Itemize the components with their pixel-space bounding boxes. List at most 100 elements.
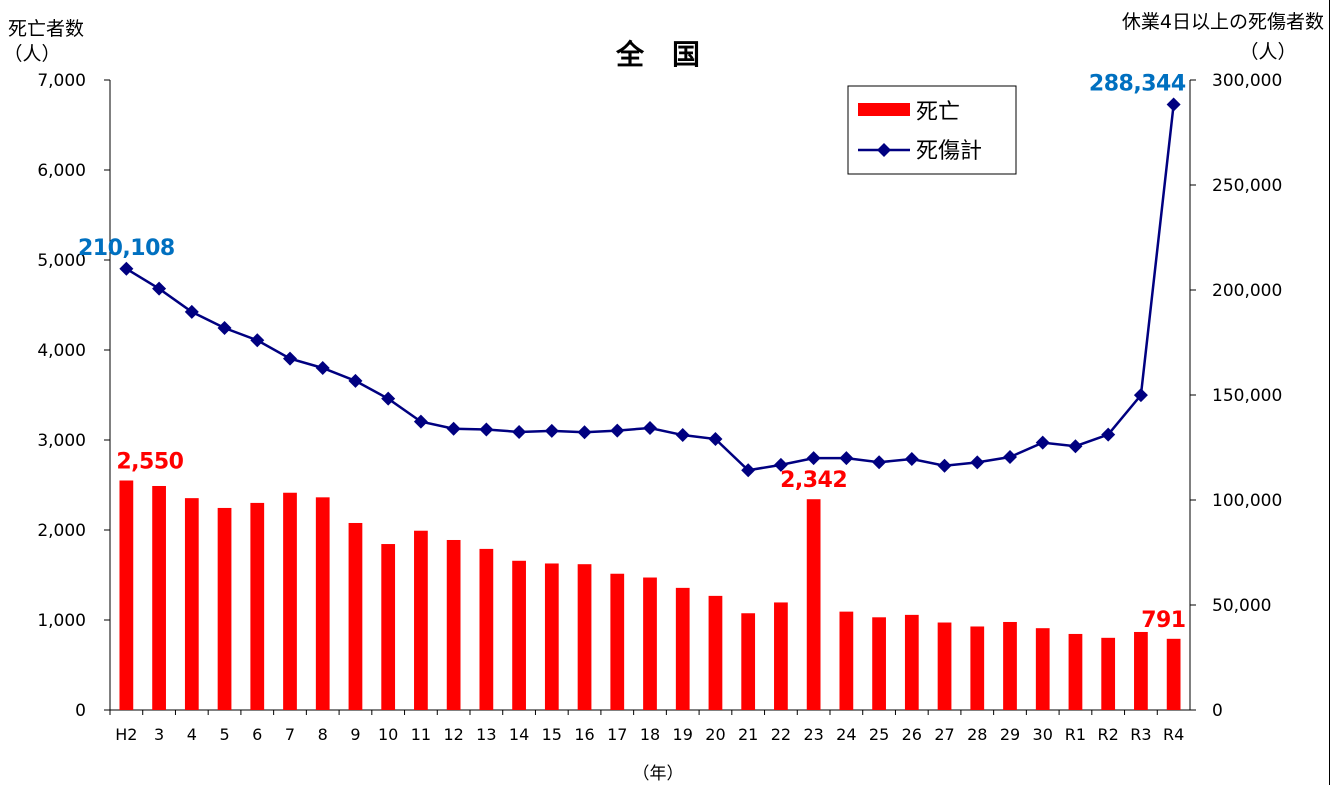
x-tick-label: 21 [738,725,758,744]
x-tick-label: 12 [443,725,463,744]
line-point-marker [217,321,232,336]
right-axis-unit: （人） [1239,41,1296,63]
x-tick-label: 13 [476,725,496,744]
bar-death [937,622,952,710]
x-tick-label: 4 [187,725,197,744]
x-tick-label: 15 [542,725,562,744]
bar-death [512,560,526,710]
line-point-marker [577,425,592,440]
left-axis-label: 死亡者数 [8,18,84,40]
left-tick-label: 5,000 [37,251,86,271]
x-tick-label: 20 [705,725,725,744]
x-tick-label: 3 [154,725,164,744]
right-tick-label: 50,000 [1212,596,1271,616]
x-tick-label: 9 [350,725,360,744]
left-tick-label: 1,000 [37,611,86,631]
legend-label-death: 死亡 [916,100,960,125]
bar-death [839,611,854,710]
x-tick-label: 16 [574,725,594,744]
line-point-marker [315,360,330,375]
line-point-marker [1003,450,1017,465]
bar-death [1035,628,1050,710]
line-point-marker [512,424,527,439]
x-tick-label: 26 [902,725,922,744]
bar-death [1134,631,1148,710]
bar-death [610,573,625,710]
x-tick-label: 28 [967,725,987,744]
bar-death [414,530,428,710]
right-tick-label: 150,000 [1212,386,1282,406]
left-tick-label: 3,000 [37,431,86,451]
line-point-marker [119,261,134,276]
bar-death [1003,621,1017,710]
right-tick-label: 0 [1212,701,1223,721]
data-label: 791 [1141,608,1185,633]
bar-death [217,507,232,710]
x-tick-label: 25 [869,725,889,744]
line-point-marker [283,351,297,366]
line-point-marker [741,463,756,478]
x-tick-label: 6 [252,725,262,744]
line-point-marker [184,304,199,319]
x-tick-label: 8 [318,725,328,744]
right-tick-label: 100,000 [1212,491,1282,511]
bar-death [872,617,886,710]
bar-death [152,485,166,710]
data-label: 2,550 [116,450,183,475]
x-axis-label: （年） [633,764,684,784]
bar-death [184,498,199,710]
right-tick-label: 300,000 [1212,71,1282,91]
line-point-marker [708,432,723,447]
legend-swatch-death [858,103,910,116]
x-tick-label: R3 [1130,725,1151,744]
bar-death [675,587,690,710]
x-tick-label: 18 [640,725,660,744]
left-tick-label: 2,000 [37,521,86,541]
right-tick-label: 250,000 [1212,176,1282,196]
right-tick-label: 200,000 [1212,281,1282,301]
bar-death [904,614,919,710]
bar-death [544,563,559,710]
x-tick-label: 30 [1033,725,1053,744]
x-tick-label: 19 [673,725,693,744]
data-label: 288,344 [1089,71,1186,96]
x-tick-label: R4 [1163,725,1184,744]
bar-death [774,602,788,710]
line-point-marker [413,414,428,429]
x-tick-label: R2 [1098,725,1119,744]
line-point-marker [610,423,625,438]
chart-title: 全 国 [615,38,700,71]
bar-death [577,564,592,710]
left-tick-label: 0 [75,701,86,721]
left-tick-label: 6,000 [37,161,86,181]
x-tick-label: 22 [771,725,791,744]
bar-death [643,577,657,710]
bar-death [250,502,265,710]
legend-marker-casualties [877,143,891,157]
line-point-marker [872,455,887,470]
bar-death [381,544,396,710]
bar-death [970,626,985,710]
line-point-marker [1035,435,1050,450]
x-tick-label: 5 [219,725,229,744]
x-tick-label: 10 [378,725,398,744]
legend-label-casualties: 死傷計 [916,139,982,164]
line-point-marker [1101,427,1116,442]
line-point-marker [446,421,461,436]
data-label: 2,342 [780,468,847,493]
legend-box [847,85,1017,175]
x-tick-label: R1 [1065,725,1086,744]
line-point-marker [970,455,985,470]
line-casualties [125,104,1175,472]
right-axis-label: 休業4日以上の死傷者数 [1122,11,1324,33]
bar-death [446,539,461,710]
line-point-marker [806,451,821,466]
x-tick-label: 24 [836,725,856,744]
line-point-marker [643,420,657,435]
line-point-marker [250,333,265,348]
line-point-marker [381,391,396,406]
data-label: 210,108 [78,236,175,261]
bar-death [1166,638,1181,710]
line-point-marker [1133,388,1148,403]
